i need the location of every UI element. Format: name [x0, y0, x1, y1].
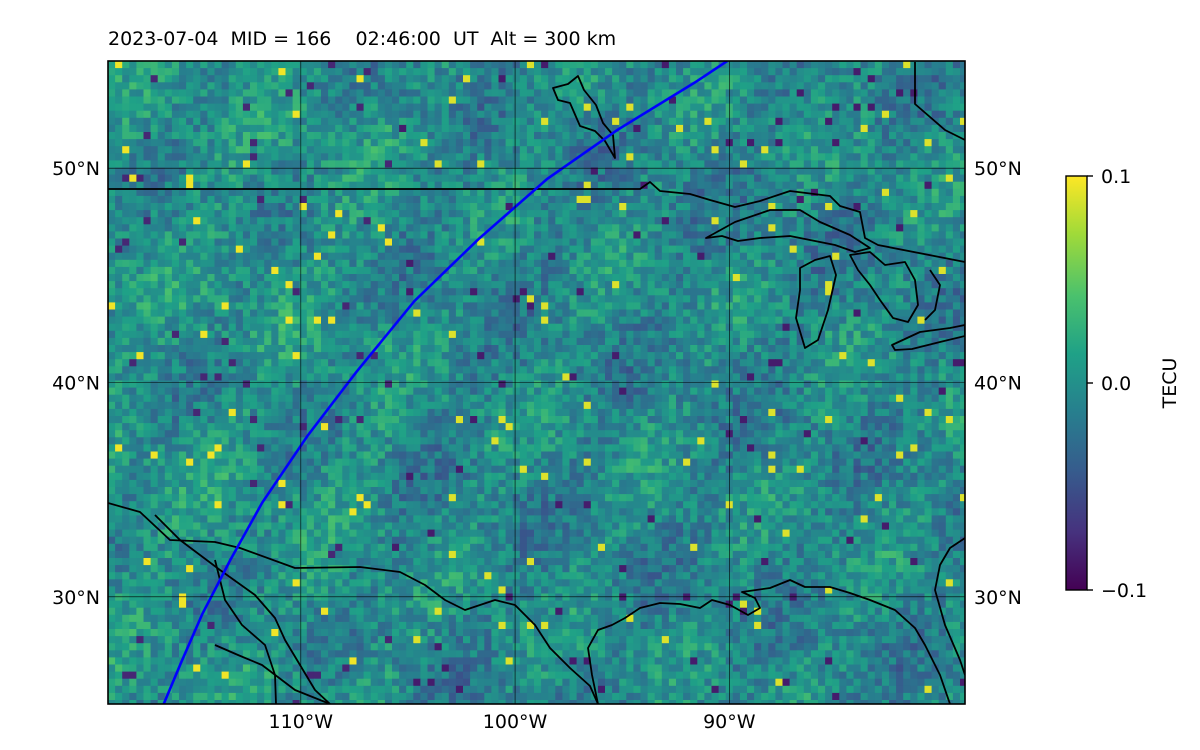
atlantic-coast — [934, 537, 965, 676]
colorbar-ticks: 0.1 0.0 −0.1 — [1087, 166, 1147, 602]
lon-tick-label: 100°W — [483, 711, 548, 733]
map-title: 2023-07-04 MID = 166 02:46:00 UT Alt = 3… — [108, 28, 617, 50]
colorbar-bar — [1065, 175, 1088, 591]
gulf-of-california — [154, 514, 331, 704]
lon-tick-label: 90°W — [703, 711, 756, 733]
hudson-bay-coast — [914, 62, 965, 141]
colorbar-label: TECU — [1159, 358, 1181, 410]
tec-raster — [108, 61, 965, 704]
lake-michigan — [795, 255, 837, 349]
lat-tick-label-right: 50°N — [974, 158, 1022, 180]
satellite-track — [162, 61, 728, 704]
lake-huron — [849, 251, 919, 323]
gridlines — [108, 61, 965, 704]
lake-erie — [891, 324, 965, 351]
lat-tick-label-left: 50°N — [52, 158, 100, 180]
us-canada-border — [108, 181, 965, 263]
colorbar-tick-label: 0.0 — [1101, 373, 1131, 395]
lat-tick-label-left: 40°N — [52, 373, 100, 395]
lon-tick-label: 110°W — [269, 711, 334, 733]
lat-tick-label-right: 30°N — [974, 587, 1022, 609]
lat-labels-right: 50°N 40°N 30°N — [974, 158, 1022, 609]
colorbar: 0.1 0.0 −0.1 TECU — [1065, 166, 1181, 602]
gulf-coast — [587, 579, 951, 704]
lat-tick-label-right: 40°N — [974, 373, 1022, 395]
lat-labels-left: 50°N 40°N 30°N — [52, 158, 100, 609]
colorbar-tick-label: −0.1 — [1101, 580, 1147, 602]
colorbar-tick-label: 0.1 — [1101, 166, 1131, 188]
coastlines — [108, 62, 965, 704]
lon-labels: 110°W 100°W 90°W — [269, 711, 756, 733]
lake-winnipeg — [552, 75, 616, 159]
lake-superior — [705, 209, 871, 253]
map-frame — [107, 60, 966, 705]
us-mexico-border — [108, 502, 599, 704]
lat-tick-label-left: 30°N — [52, 587, 100, 609]
